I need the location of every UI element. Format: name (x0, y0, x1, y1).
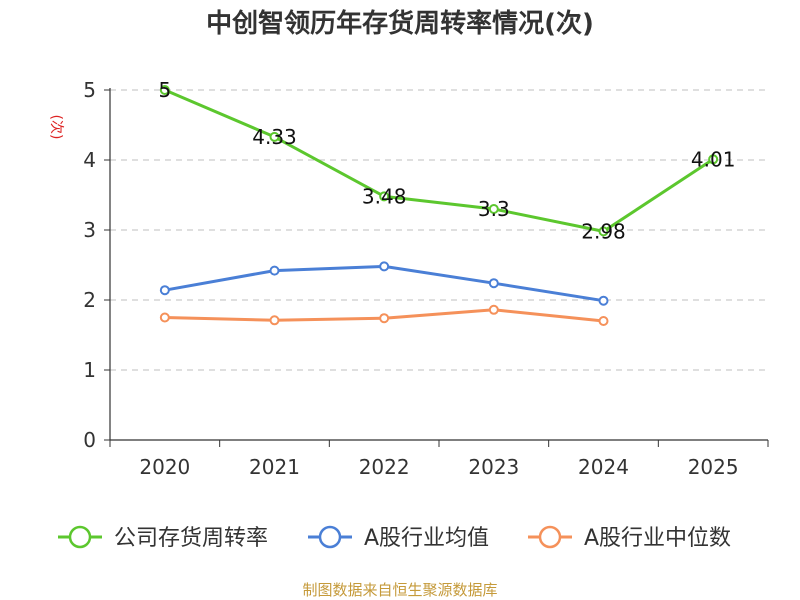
legend-entry[interactable]: A股行业均值 (364, 526, 489, 551)
legend: 公司存货周转率 A股行业均值 A股行业中位数 (58, 525, 731, 551)
chart-title: 中创智领历年存货周转率情况(次) (206, 8, 594, 39)
data-point (159, 285, 170, 296)
data-point (488, 304, 499, 315)
series-line (164, 264, 604, 303)
data-point (159, 312, 170, 323)
data-label: 5 (158, 78, 171, 102)
x-tick-label: 2020 (139, 455, 190, 479)
x-tick-label: 2021 (249, 455, 300, 479)
data-labels: 5 4.33 3.48 3.3 2.98 4.01 (158, 78, 735, 243)
data-label: 3.48 (362, 184, 407, 208)
source-note: 制图数据来自恒生聚源数据库 (302, 581, 497, 599)
y-tick-label: 1 (83, 358, 96, 382)
legend-entry[interactable]: 公司存货周转率 (114, 526, 268, 551)
y-axis-label: (次) (48, 115, 64, 140)
data-point (488, 204, 499, 214)
data-point (379, 191, 390, 202)
data-point (488, 278, 499, 289)
series-layer (159, 85, 719, 326)
y-tick-label: 3 (83, 218, 96, 242)
legend-swatch-marker (68, 525, 92, 549)
series-line (164, 88, 714, 233)
legend-swatch-marker (538, 525, 562, 549)
data-label: 2.98 (581, 219, 626, 243)
data-point (598, 295, 609, 306)
y-tick-label: 0 (83, 428, 96, 452)
axes: 0 1 2 3 4 5 2020 2021 2022 2023 2024 2025 (83, 78, 769, 479)
data-point (159, 85, 170, 95)
y-tick-label: 4 (83, 148, 96, 172)
data-point (269, 315, 280, 326)
data-point (598, 316, 609, 326)
y-tick-label: 5 (83, 78, 96, 102)
data-label: 4.01 (691, 147, 736, 171)
data-point (708, 154, 719, 165)
data-point (269, 131, 280, 142)
x-tick-label: 2025 (688, 455, 739, 479)
legend-swatch-marker (318, 525, 342, 549)
data-point (598, 226, 609, 237)
x-tick-label: 2022 (359, 455, 410, 479)
data-label: 4.33 (252, 125, 297, 149)
data-point (269, 265, 280, 276)
y-tick-label: 2 (83, 288, 96, 312)
x-tick-label: 2024 (578, 455, 629, 479)
x-tick-label: 2023 (468, 455, 519, 479)
data-point (379, 261, 390, 272)
legend-entry[interactable]: A股行业中位数 (584, 526, 731, 551)
data-label: 3.3 (478, 197, 510, 221)
data-point (379, 313, 390, 324)
grid-lines (110, 89, 768, 371)
